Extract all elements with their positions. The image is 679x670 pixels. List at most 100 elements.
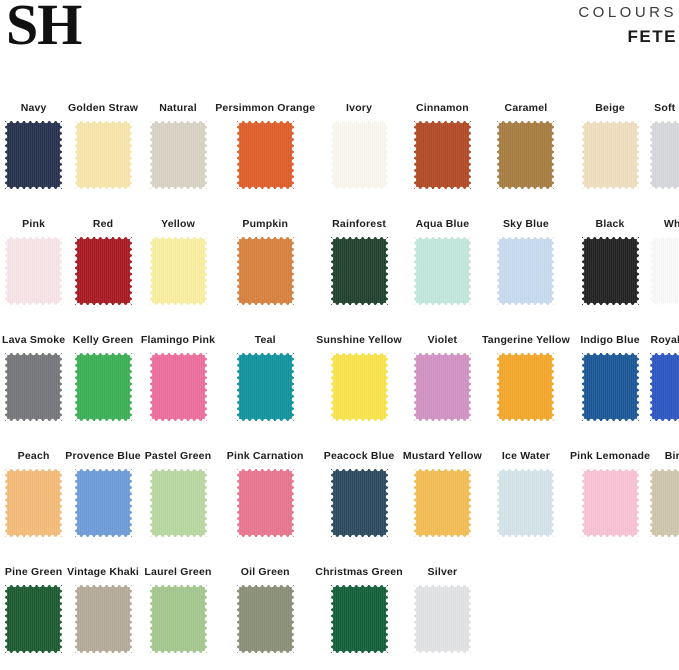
fabric-swatch <box>236 121 294 189</box>
fabric-swatch <box>74 121 132 189</box>
fabric-swatch <box>149 585 207 653</box>
swatch-cell: Peacock Blue <box>315 450 403 537</box>
swatch-cell: Aqua Blue <box>403 218 482 305</box>
fabric-swatch <box>330 121 388 189</box>
swatch-cell: Cinnamon <box>403 102 482 189</box>
fabric-swatch <box>650 237 679 305</box>
fabric-swatch <box>74 469 132 537</box>
swatch-cell: Lava Smoke <box>2 334 65 421</box>
swatch-cell: Teal <box>215 334 315 421</box>
swatch-name: Navy <box>20 102 47 114</box>
swatch-cell: Beige <box>570 102 650 189</box>
swatch-cell: Ice Water <box>482 450 570 537</box>
swatch-cell: Soft Grey <box>650 102 679 189</box>
swatch-cell: Black <box>570 218 650 305</box>
swatch-cell: Kelly Green <box>65 334 141 421</box>
swatch-name: Flamingo Pink <box>140 334 216 346</box>
swatch-name: Tangerine Yellow <box>481 334 570 346</box>
swatch-name: White <box>663 218 679 230</box>
collection-label: COLOURS <box>578 4 677 21</box>
fabric-swatch <box>413 469 471 537</box>
swatch-name: Rainforest <box>332 218 387 230</box>
fabric-swatch <box>497 237 555 305</box>
swatch-cell: Pink Lemonade <box>570 450 650 537</box>
swatch-name: Lava Smoke <box>2 334 66 346</box>
fabric-swatch <box>330 585 388 653</box>
fabric-swatch <box>74 353 132 421</box>
swatch-name: Teal <box>254 334 276 346</box>
fabric-swatch <box>236 353 294 421</box>
fabric-swatch <box>74 237 132 305</box>
swatch-name: Pastel Green <box>144 450 212 462</box>
fabric-swatch <box>330 469 388 537</box>
fabric-swatch <box>5 353 63 421</box>
swatch-cell: Violet <box>403 334 482 421</box>
swatch-cell: Pink <box>2 218 65 305</box>
swatch-name: Pumpkin <box>242 218 289 230</box>
collection-header: COLOURS FETE <box>578 0 677 47</box>
fabric-swatch <box>236 237 294 305</box>
swatch-cell: Yellow <box>141 218 215 305</box>
fabric-swatch <box>650 469 679 537</box>
swatch-name: Golden Straw <box>68 102 139 114</box>
fabric-swatch <box>236 585 294 653</box>
fabric-swatch <box>413 585 471 653</box>
swatch-cell: Flamingo Pink <box>141 334 215 421</box>
fabric-swatch <box>413 353 471 421</box>
fabric-swatch <box>497 121 555 189</box>
swatch-name: Pink Carnation <box>226 450 304 462</box>
swatch-cell: Sky Blue <box>482 218 570 305</box>
swatch-cell: Natural <box>141 102 215 189</box>
swatch-cell: Oil Green <box>215 566 315 653</box>
fabric-swatch <box>413 237 471 305</box>
swatch-name: Caramel <box>504 102 548 114</box>
swatch-name: Yellow <box>161 218 195 230</box>
swatch-name: Indigo Blue <box>580 334 640 346</box>
swatch-cell: Indigo Blue <box>570 334 650 421</box>
swatch-name: Persimmon Orange <box>215 102 316 114</box>
swatch-cell: Provence Blue <box>65 450 141 537</box>
swatch-name: Black <box>595 218 625 230</box>
page-header: SH COLOURS FETE <box>0 0 679 57</box>
swatch-name: Laurel Green <box>144 566 212 578</box>
swatch-name: Royal Blue <box>650 334 679 346</box>
fabric-swatch <box>581 353 639 421</box>
swatch-name: Pink Lemonade <box>569 450 651 462</box>
fabric-swatch <box>581 121 639 189</box>
fabric-swatch <box>497 353 555 421</box>
swatch-name: Aqua Blue <box>415 218 470 230</box>
fabric-swatch <box>5 469 63 537</box>
swatch-name: Ice Water <box>501 450 551 462</box>
swatch-cell: White <box>650 218 679 305</box>
swatch-cell: Pastel Green <box>141 450 215 537</box>
swatch-name: Provence Blue <box>65 450 141 462</box>
swatch-cell: Christmas Green <box>315 566 403 653</box>
swatch-name: Kelly Green <box>72 334 134 346</box>
swatch-cell: Laurel Green <box>141 566 215 653</box>
swatch-cell: Pumpkin <box>215 218 315 305</box>
swatch-cell: Mustard Yellow <box>403 450 482 537</box>
swatch-cell: Navy <box>2 102 65 189</box>
swatch-cell: Royal Blue <box>650 334 679 421</box>
swatch-name: Oil Green <box>240 566 290 578</box>
swatch-name: Ivory <box>346 102 373 114</box>
fabric-swatch <box>5 237 63 305</box>
fabric-swatch <box>5 121 63 189</box>
fabric-swatch <box>74 585 132 653</box>
swatch-cell: Sunshine Yellow <box>315 334 403 421</box>
fabric-swatch <box>236 469 294 537</box>
swatch-cell: Ivory <box>315 102 403 189</box>
swatch-cell: Golden Straw <box>65 102 141 189</box>
swatch-cell: Pine Green <box>2 566 65 653</box>
brand-logo: SH <box>6 0 82 57</box>
fabric-swatch <box>650 121 679 189</box>
fabric-swatch <box>149 121 207 189</box>
swatch-cell: Vintage Khaki <box>65 566 141 653</box>
swatch-name: Sky Blue <box>502 218 549 230</box>
fabric-swatch <box>581 469 639 537</box>
fabric-swatch <box>5 585 63 653</box>
fabric-swatch <box>650 353 679 421</box>
fabric-swatch <box>149 237 207 305</box>
swatch-name: Peacock Blue <box>323 450 395 462</box>
